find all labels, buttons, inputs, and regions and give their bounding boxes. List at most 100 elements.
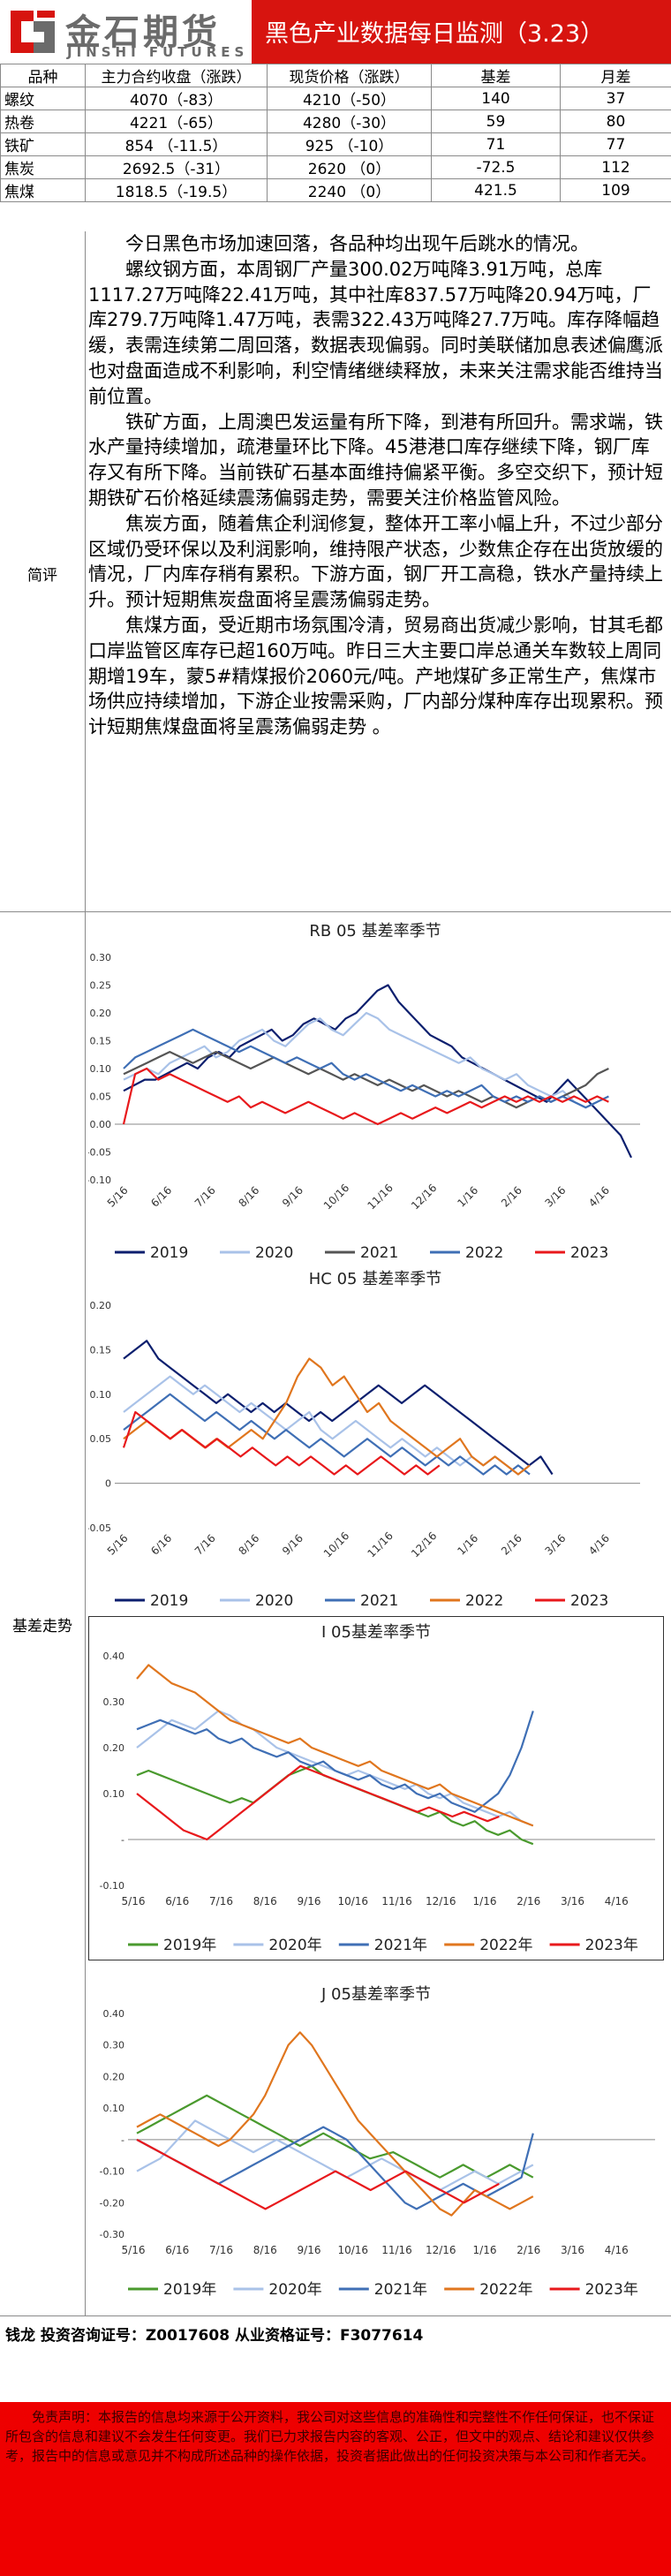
month-spread: 37 [560,87,671,110]
x-tick-label: 7/16 [192,1184,218,1210]
series-line-2019年 [136,1764,534,1846]
x-tick-label: 2/16 [516,2244,540,2256]
report-header: 金石期货 JINSHI FUTURES 黑色产业数据每日监测（3.23） [0,0,671,64]
series-line-2022年 [136,1664,534,1827]
chart-title: J 05基差率季节 [320,1985,431,2004]
y-tick-label: 0.30 [103,2040,125,2051]
column-header: 品种 [0,64,86,87]
legend-label: 2021 [360,1244,398,1262]
price-table-header: 品种 主力合约收盘（涨跌） 现货价格（涨跌） 基差 月差 [0,64,671,87]
chart-title: I 05基差率季节 [321,1623,431,1642]
chart-title: RB 05 基差率季节 [309,922,441,941]
series-line-2023 [122,1067,609,1126]
series-line-2023年 [136,2138,500,2210]
x-tick-label: 10/16 [321,1530,351,1560]
x-tick-label: 5/16 [105,1532,131,1558]
chart-rb05: RB 05 基差率季节 0.30 0.25 0.20 0.15 0.10 0.05 0.00 -… [88,915,662,1268]
chart-j05: J 05基差率季节 0.40 0.30 0.20 0.10 - -0.10 -0.20 -0.3… [88,1978,664,2305]
x-tick-label: 3/16 [561,1895,584,1907]
main-contract-close: 2692.5（-31） [85,155,268,179]
basis-value: 71 [431,132,561,156]
x-tick-label: 12/16 [409,1530,439,1560]
y-tick-label: 0.10 [90,1063,112,1075]
chart-hc05: HC 05 基差率季节 0.20 0.15 0.10 0.05 0 -0.05 5/16 6/1… [88,1263,662,1616]
x-tick-label: 2/16 [516,1895,540,1907]
x-tick-label: 8/16 [253,1895,277,1907]
main-contract-close: 4070（-83） [85,87,268,110]
legend-label: 2019 [150,1244,188,1262]
table-row: 热卷 4221（-65） 4280（-30） 59 80 [0,110,671,133]
x-tick-label: 2/16 [499,1184,524,1210]
x-tick-label: 10/16 [337,2244,368,2256]
spot-price: 4280（-30） [267,110,432,133]
x-tick-label: 6/16 [148,1184,174,1210]
x-tick-label: 5/16 [105,1184,131,1210]
x-tick-label: 12/16 [409,1182,439,1212]
spot-price: 2240 （0） [267,178,432,202]
brand-logo: 金石期货 JINSHI FUTURES [0,0,252,64]
summary-label: 简评 [27,567,57,585]
x-tick-label: 6/16 [165,2244,189,2256]
series-line-2022 [123,1028,609,1109]
x-tick-label: 8/16 [236,1532,261,1558]
y-tick-label: 0.05 [90,1433,112,1445]
y-tick-label: 0.05 [90,1092,112,1103]
x-tick-label: 3/16 [543,1532,569,1558]
report-title: 黑色产业数据每日监测（3.23） [265,20,605,48]
series-line-2020 [123,1011,599,1109]
x-tick-label: 4/16 [605,2244,629,2256]
summary-paragraph: 螺纹钢方面，本周钢厂产量300.02万吨降3.91万吨，总库1117.27万吨降… [88,258,663,407]
hc05-basis-chart: HC 05 基差率季节 0.20 0.15 0.10 0.05 0 -0.055/16 6/1… [88,1270,640,1610]
legend-label: 2023 [570,1592,608,1610]
x-tick-label: 9/16 [280,1532,305,1558]
y-tick-label: 0.25 [90,980,112,992]
x-tick-label: 1/16 [473,1895,497,1907]
y-tick-label: 0.30 [90,952,112,963]
summary-paragraph: 焦煤方面，受近期市场氛围冷清，贸易商出货减少影响，甘其毛都口岸监管区库存已超16… [88,614,663,738]
x-tick-label: 1/16 [455,1184,480,1210]
i05-basis-chart: I 05基差率季节 0.40 0.30 0.20 0.10 - -0.10 5/16 6/16 7… [88,1616,664,1960]
legend-label: 2021年 [374,1937,427,1954]
table-row: 铁矿 854 （-11.5） 925 （-10） 71 77 [0,132,671,156]
y-tick-label: -0.10 [100,2166,124,2178]
legend-label: 2021年 [374,2281,427,2299]
x-tick-label: 7/16 [209,1895,233,1907]
month-spread: 80 [560,110,671,133]
x-tick-label: 4/16 [586,1184,612,1210]
x-tick-label: 8/16 [253,2244,277,2256]
month-spread: 77 [560,132,671,156]
basis-value: 421.5 [431,178,561,202]
summary-paragraph: 焦炭方面，随着焦企利润修复，整体开工率小幅上升，不过少部分区域仍受环保以及利润影… [88,512,663,611]
legend-label: 2021 [360,1592,398,1610]
y-tick-label: 0.00 [90,1119,112,1130]
disclaimer-text: 免责声明：本报告的信息均来源于公开资料，我公司对这些信息的准确性和完整性不作任何… [5,2409,655,2464]
y-tick-label: 0.20 [103,1742,125,1754]
x-tick-label: 9/16 [298,2244,321,2256]
basis-value: -72.5 [431,155,561,179]
y-tick-label: 0.15 [90,1036,112,1047]
series-line-2022年 [136,2031,534,2217]
x-tick-label: 9/16 [280,1184,305,1210]
y-tick-label: 0.15 [90,1344,112,1356]
month-spread: 112 [560,155,671,179]
x-tick-label: 7/16 [209,2244,233,2256]
series-line-2021年 [136,1711,534,1813]
price-table: 品种 主力合约收盘（涨跌） 现货价格（涨跌） 基差 月差 螺纹 4070（-83… [0,64,671,202]
y-tick-label: 0.40 [103,1651,125,1662]
chart-i05: I 05基差率季节 0.40 0.30 0.20 0.10 - -0.10 5/16 6/16 7… [88,1616,664,1960]
y-tick-label: - [121,2134,124,2146]
jinshi-logo-icon [11,11,55,53]
x-tick-label: 1/16 [473,2244,497,2256]
x-tick-label: 1/16 [455,1532,480,1558]
x-tick-label: 8/16 [236,1184,261,1210]
column-header: 现货价格（涨跌） [267,64,432,87]
legend-label: 2023年 [585,1937,638,1954]
x-tick-label: 4/16 [586,1532,612,1558]
basis-value: 140 [431,87,561,110]
y-tick-label: 0.20 [103,2071,125,2082]
series-line-2021 [123,1393,531,1476]
spot-price: 2620 （0） [267,155,432,179]
y-tick-label: -0.10 [100,1880,124,1892]
section-divider [0,2315,671,2316]
y-tick-label: -0.20 [100,2197,124,2209]
